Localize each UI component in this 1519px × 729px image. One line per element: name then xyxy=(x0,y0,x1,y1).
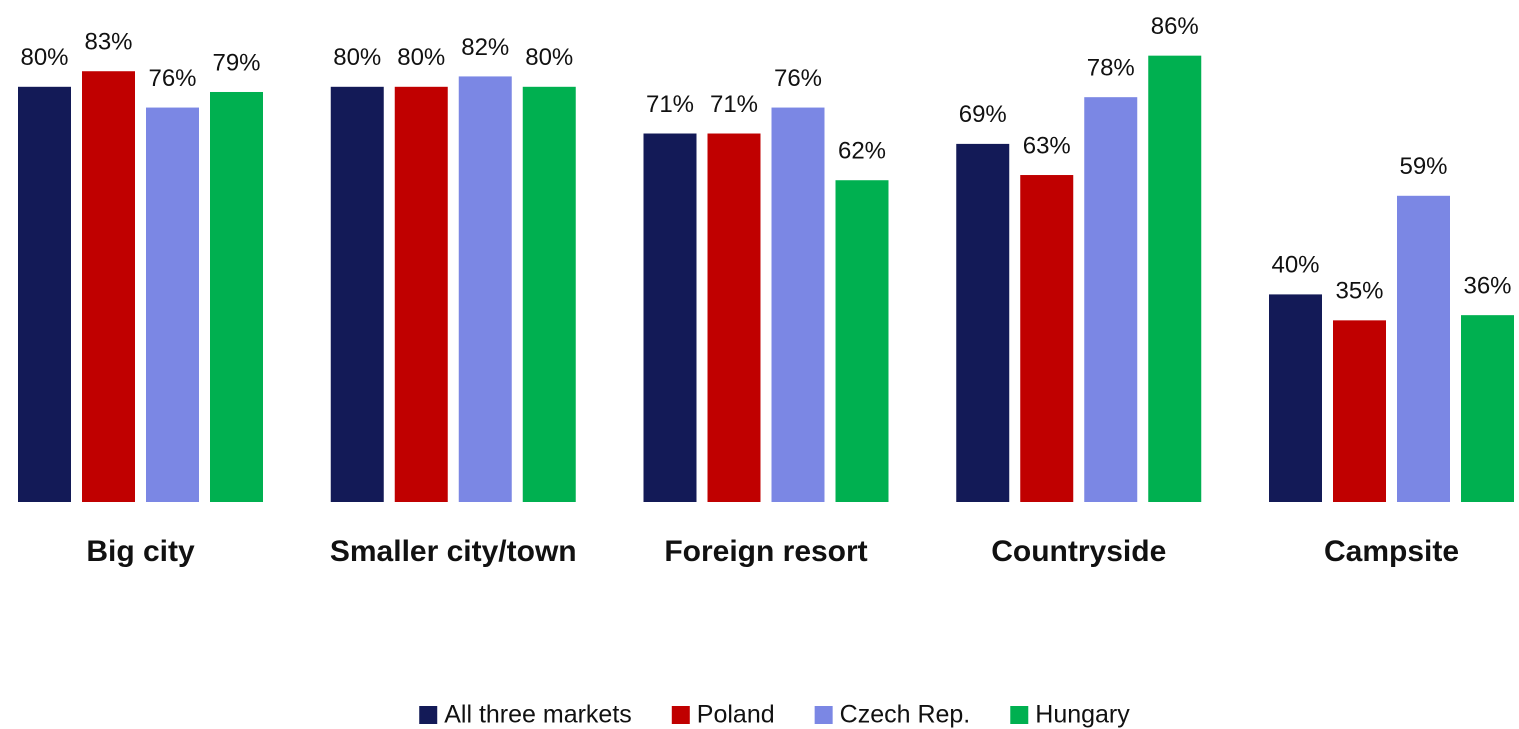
value-label: 71% xyxy=(646,91,694,118)
bar xyxy=(82,71,135,502)
bar xyxy=(210,91,263,503)
bar xyxy=(707,133,761,502)
value-label: 76% xyxy=(774,65,822,92)
category-label: Big city xyxy=(86,535,195,568)
legend-label: All three markets xyxy=(444,701,632,729)
value-label: 82% xyxy=(461,34,509,61)
value-label: 80% xyxy=(397,44,445,71)
value-label: 40% xyxy=(1271,252,1319,279)
bar xyxy=(330,86,384,503)
bar xyxy=(146,107,199,502)
value-label: 36% xyxy=(1463,273,1511,300)
bar xyxy=(522,86,576,503)
bar xyxy=(1084,97,1138,503)
category-label: Smaller city/town xyxy=(330,535,577,568)
value-label: 80% xyxy=(20,44,68,71)
value-label: 80% xyxy=(525,44,573,71)
legend-label: Poland xyxy=(697,701,775,729)
legend-swatch xyxy=(419,706,438,724)
category-label: Foreign resort xyxy=(664,535,867,568)
value-label: 80% xyxy=(333,44,381,71)
bar xyxy=(1397,195,1450,503)
category-label: Campsite xyxy=(1324,535,1459,568)
legend-label: Hungary xyxy=(1035,701,1130,729)
value-label: 86% xyxy=(1151,13,1199,40)
legend-swatch xyxy=(1010,706,1029,724)
value-label: 71% xyxy=(710,91,758,118)
value-label: 79% xyxy=(212,49,260,76)
value-label: 59% xyxy=(1399,153,1447,180)
value-label: 35% xyxy=(1335,278,1383,305)
bar xyxy=(18,86,71,503)
value-label: 78% xyxy=(1087,55,1135,82)
bar xyxy=(1148,55,1202,502)
legend-swatch xyxy=(671,706,690,724)
bar xyxy=(835,180,889,502)
bar xyxy=(1333,320,1386,502)
legend-swatch xyxy=(814,706,833,724)
category-label: Countryside xyxy=(991,535,1166,568)
value-label: 83% xyxy=(84,29,132,56)
bar xyxy=(1269,294,1322,502)
bar xyxy=(1020,175,1074,502)
bar xyxy=(394,86,448,503)
value-label: 69% xyxy=(959,101,1007,128)
legend-label: Czech Rep. xyxy=(840,701,971,729)
bar xyxy=(643,133,697,502)
value-label: 63% xyxy=(1023,132,1071,159)
bar xyxy=(956,143,1010,502)
bar xyxy=(1461,315,1514,502)
value-label: 76% xyxy=(148,65,196,92)
bar xyxy=(771,107,825,502)
bar xyxy=(458,76,512,503)
value-label: 62% xyxy=(838,138,886,165)
